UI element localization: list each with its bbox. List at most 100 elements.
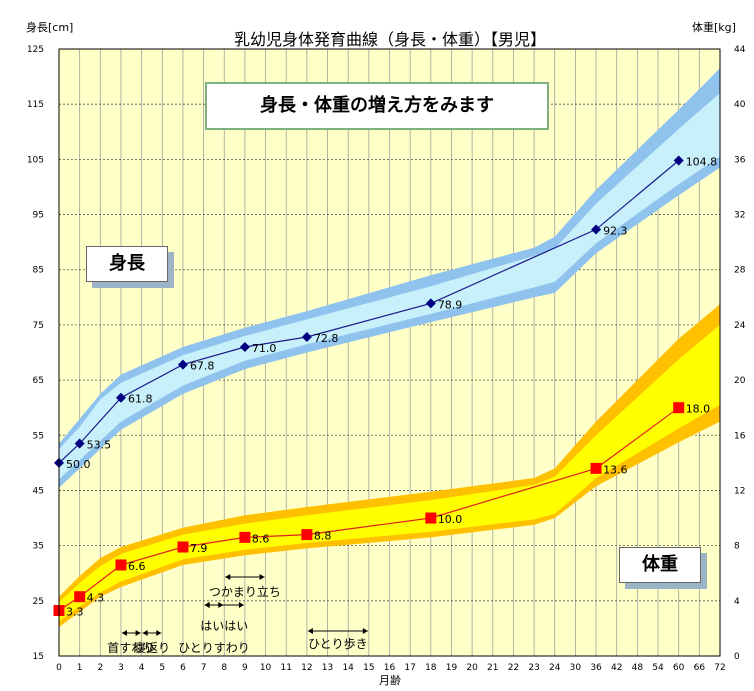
x-tick-label: 23 <box>528 663 539 673</box>
y-right-tick-label: 32 <box>734 211 745 221</box>
weight-point <box>301 529 313 541</box>
y-right-tick-label: 20 <box>734 376 746 386</box>
milestone-arrowhead <box>362 628 368 634</box>
weight-data-label: 4.3 <box>87 592 105 605</box>
height-data-label: 92.3 <box>603 224 628 237</box>
height-point <box>115 392 126 403</box>
weight-point <box>177 541 189 553</box>
height-point <box>673 155 684 166</box>
y-right-tick-label: 4 <box>734 597 740 607</box>
y-left-tick-label: 55 <box>33 431 44 441</box>
y-right-tick-label: 24 <box>734 321 746 331</box>
y-left-tick-label: 25 <box>33 597 44 607</box>
y-axis-left-label: 身長[cm] <box>26 20 73 34</box>
milestone-arrowhead <box>121 630 127 636</box>
milestone-label: ひとり歩き <box>308 636 368 651</box>
x-tick-label: 13 <box>322 663 333 673</box>
x-tick-label: 24 <box>549 663 561 673</box>
milestone-arrowhead <box>307 628 313 634</box>
weight-data-label: 7.9 <box>190 542 208 555</box>
x-tick-label: 10 <box>260 663 272 673</box>
height-data-label: 71.0 <box>252 342 277 355</box>
height-data-label: 78.9 <box>438 298 463 311</box>
y-left-tick-label: 95 <box>33 211 44 221</box>
y-right-tick-label: 44 <box>734 45 746 55</box>
x-tick-label: 0 <box>56 663 62 673</box>
height-point <box>301 332 312 343</box>
weight-point <box>115 559 127 571</box>
y-left-tick-label: 125 <box>27 45 44 55</box>
height-point <box>177 359 188 370</box>
x-tick-label: 8 <box>221 663 227 673</box>
height-data-label: 50.0 <box>66 458 91 471</box>
x-tick-label: 2 <box>97 663 103 673</box>
x-tick-label: 5 <box>159 663 165 673</box>
x-tick-label: 17 <box>404 663 415 673</box>
x-tick-label: 30 <box>570 663 582 673</box>
y-left-tick-label: 75 <box>33 321 44 331</box>
y-right-tick-label: 28 <box>734 266 746 276</box>
weight-data-label: 3.3 <box>66 605 84 618</box>
x-tick-label: 21 <box>487 663 498 673</box>
x-tick-label: 11 <box>280 663 291 673</box>
milestone-arrowhead <box>142 630 148 636</box>
y-right-tick-label: 36 <box>734 155 746 165</box>
height-data-label: 72.8 <box>314 332 339 345</box>
x-tick-label: 22 <box>508 663 519 673</box>
milestone-arrowhead <box>204 602 210 608</box>
y-left-tick-label: 15 <box>33 652 44 662</box>
x-tick-label: 14 <box>342 663 354 673</box>
y-left-tick-label: 105 <box>27 155 44 165</box>
milestone-label: つかまり立ち <box>209 584 281 599</box>
x-tick-label: 42 <box>611 663 622 673</box>
y-left-tick-label: 35 <box>33 542 44 552</box>
weight-region-label: 体重 <box>619 547 701 583</box>
milestone-arrowhead <box>238 602 244 608</box>
y-right-tick-label: 40 <box>734 100 746 110</box>
height-point <box>239 341 250 352</box>
x-tick-label: 60 <box>673 663 685 673</box>
x-axis-label: 月齢 <box>379 673 401 687</box>
weight-point <box>673 402 685 414</box>
milestone-arrowhead <box>225 574 231 580</box>
height-point <box>591 224 602 235</box>
y-left-tick-label: 45 <box>33 486 44 496</box>
weight-point <box>425 512 437 524</box>
y-axis-right-label: 体重[kg] <box>692 20 736 34</box>
weight-point <box>239 531 251 543</box>
weight-point <box>74 591 86 603</box>
milestone-label: ひとりすわり <box>178 641 250 655</box>
percentile-bands <box>59 68 720 627</box>
x-tick-label: 4 <box>139 663 145 673</box>
x-tick-label: 48 <box>632 663 644 673</box>
x-tick-label: 72 <box>714 663 725 673</box>
x-tick-label: 18 <box>425 663 437 673</box>
height-region-label: 身長 <box>86 246 168 282</box>
weight-data-label: 8.6 <box>252 532 270 545</box>
x-tick-label: 6 <box>180 663 186 673</box>
height-data-label: 53.5 <box>87 439 112 452</box>
x-tick-label: 1 <box>77 663 83 673</box>
weight-data-label: 18.0 <box>686 403 711 416</box>
weight-data-label: 13.6 <box>603 463 628 476</box>
x-tick-label: 36 <box>590 663 602 673</box>
y-left-tick-label: 115 <box>27 100 44 110</box>
weight-data-label: 10.0 <box>438 513 463 526</box>
y-right-tick-label: 12 <box>734 486 745 496</box>
x-tick-label: 16 <box>384 663 396 673</box>
y-left-tick-label: 65 <box>33 376 44 386</box>
y-left-tick-label: 85 <box>33 266 44 276</box>
chart-subtitle: 身長・体重の増え方をみます <box>205 82 549 130</box>
weight-data-label: 6.6 <box>128 560 146 573</box>
x-tick-label: 12 <box>301 663 312 673</box>
y-right-tick-label: 0 <box>734 652 740 662</box>
weight-point <box>590 462 602 474</box>
milestone-label: 首すわり <box>107 641 155 655</box>
plot-border <box>58 48 721 657</box>
x-tick-label: 15 <box>363 663 374 673</box>
milestone-arrowhead <box>259 574 265 580</box>
height-data-label: 104.8 <box>686 155 718 168</box>
y-right-tick-label: 16 <box>734 431 746 441</box>
milestone-label: はいはい <box>200 619 248 633</box>
